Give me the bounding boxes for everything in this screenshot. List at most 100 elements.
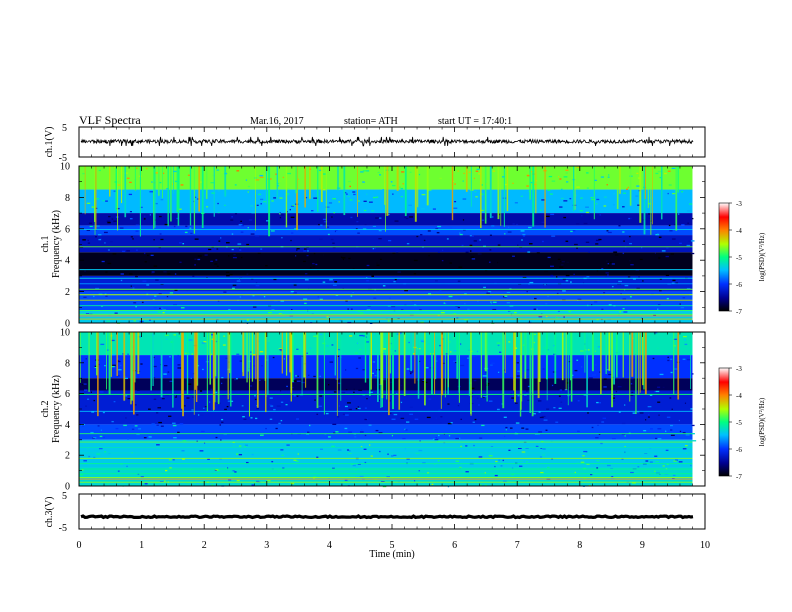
spectrogram-speckle: [293, 459, 297, 461]
spectrogram-speckle: [396, 251, 399, 253]
spectrogram-speckle: [100, 343, 105, 346]
spectrogram-speckle: [637, 466, 640, 468]
spectrogram-speckle: [569, 197, 572, 200]
spectrogram-speckle: [667, 356, 669, 359]
spectrogram-speckle: [153, 306, 157, 309]
spectrogram-speckle: [316, 413, 319, 415]
spectrogram-speckle: [557, 310, 560, 312]
spectrogram-speckle: [189, 227, 192, 229]
colorbar-tick-label: -7: [736, 308, 742, 316]
spectrogram-speckle: [659, 373, 664, 376]
spectrogram-speckle: [242, 416, 245, 418]
spectrogram-speckle: [503, 439, 507, 442]
spectrogram-speckle: [624, 404, 626, 406]
spectrogram-speckle: [657, 308, 659, 310]
spectrogram-speckle: [387, 453, 389, 455]
spectrogram-speckle: [393, 454, 397, 457]
spectrogram-speckle: [190, 232, 193, 235]
spectrogram-speckle: [670, 424, 673, 427]
spectrogram-speckle: [366, 193, 368, 195]
spectrogram-speckle: [630, 471, 634, 474]
spectrogram-speckle: [447, 403, 450, 405]
spectrogram-speckle: [523, 344, 525, 346]
spectrogram-speckle: [528, 190, 530, 193]
spectrogram-speckle: [199, 450, 204, 452]
spectrogram-speckle: [613, 193, 615, 195]
spectrogram-speckle: [376, 262, 378, 264]
spectrogram-speckle: [547, 466, 550, 469]
spectrogram-speckle: [443, 302, 445, 304]
x-tick-label: 2: [202, 540, 207, 551]
spectrogram-speckle: [607, 274, 609, 276]
spectrogram-speckle: [289, 208, 291, 211]
spectrogram-speckle: [405, 217, 409, 220]
spectrogram-speckle: [168, 415, 172, 417]
spectrogram-speckle: [654, 252, 656, 254]
spectrogram-speckle: [101, 260, 105, 263]
spectrogram-speckle: [82, 239, 86, 241]
spectrogram-speckle: [515, 422, 520, 424]
spectrogram-speckle: [337, 348, 341, 351]
spectrogram-speckle: [260, 203, 262, 205]
spectrogram-speckle: [404, 290, 408, 292]
spectrogram-speckle: [368, 391, 373, 393]
spectrogram-speckle: [79, 246, 84, 249]
spectrogram-speckle: [349, 335, 353, 337]
ch1-ytick-top: 5: [62, 123, 67, 134]
spectrogram-speckle: [147, 254, 149, 257]
spectrogram-speckle: [521, 239, 523, 241]
spectrogram-speckle: [452, 180, 454, 183]
spectrogram-speckle: [526, 185, 529, 187]
spectrogram-speckle: [412, 304, 414, 306]
spectrogram-speckle: [619, 311, 622, 313]
spectrogram-speckle: [151, 181, 153, 183]
spectrogram-speckle: [339, 319, 342, 322]
spectrogram-speckle: [557, 258, 561, 260]
spectrogram-speckle: [103, 231, 108, 234]
spectrogram-speckle: [154, 295, 157, 297]
spectrogram-speckle: [399, 332, 402, 334]
spectrogram-speckle: [107, 222, 111, 224]
ch1-colorbar-label: log(PSD)(V²/Hz): [758, 232, 766, 281]
spectrogram-speckle: [331, 344, 334, 346]
spectrogram-speckle: [594, 350, 596, 352]
spectrogram-speckle: [614, 254, 619, 256]
spectrogram-speckle: [345, 300, 348, 302]
spectrogram-speckle: [565, 172, 568, 174]
spectrogram-speckle: [662, 386, 665, 389]
spectrogram-speckle: [390, 483, 392, 485]
spectrogram-speckle: [570, 230, 573, 233]
spectrogram-speckle: [447, 422, 452, 425]
spectrogram-speckle: [102, 200, 106, 202]
spectrogram-speckle: [684, 339, 687, 341]
spectrogram-speckle: [157, 407, 162, 409]
spectrogram-speckle: [672, 192, 676, 195]
spectrogram-speckle: [93, 295, 95, 298]
spectrogram-speckle: [133, 320, 137, 322]
spectrogram-speckle: [286, 211, 288, 213]
spectrogram-speckle: [313, 335, 317, 337]
spectrogram-speckle: [476, 350, 478, 353]
spectrogram-speckle: [691, 433, 695, 435]
spectrogram-speckle: [184, 352, 189, 354]
spectrogram-speckle: [374, 374, 377, 377]
spectrogram-speckle: [280, 419, 283, 422]
spectrogram-speckle: [431, 483, 434, 485]
spectrogram-speckle: [658, 257, 661, 259]
spectrogram-speckle: [329, 279, 333, 281]
spectrogram-speckle: [624, 435, 626, 437]
spectrogram-speckle: [221, 382, 223, 385]
spectrogram-speckle: [623, 240, 625, 242]
spectrogram-speckle: [254, 398, 257, 401]
spectrogram-speckle: [488, 290, 492, 293]
spectrogram-speckle: [329, 361, 334, 363]
spectrogram-speckle: [535, 354, 539, 357]
spectrogram-speckle: [265, 265, 268, 267]
spectrogram-speckle: [273, 278, 277, 281]
colorbar-tick-label: -6: [736, 446, 742, 454]
spectrogram-speckle: [641, 247, 643, 249]
spectrogram-speckle: [622, 252, 625, 255]
spectrogram-speckle: [687, 358, 691, 361]
spectrogram-speckle: [654, 390, 656, 393]
spectrogram-speckle: [132, 287, 135, 289]
